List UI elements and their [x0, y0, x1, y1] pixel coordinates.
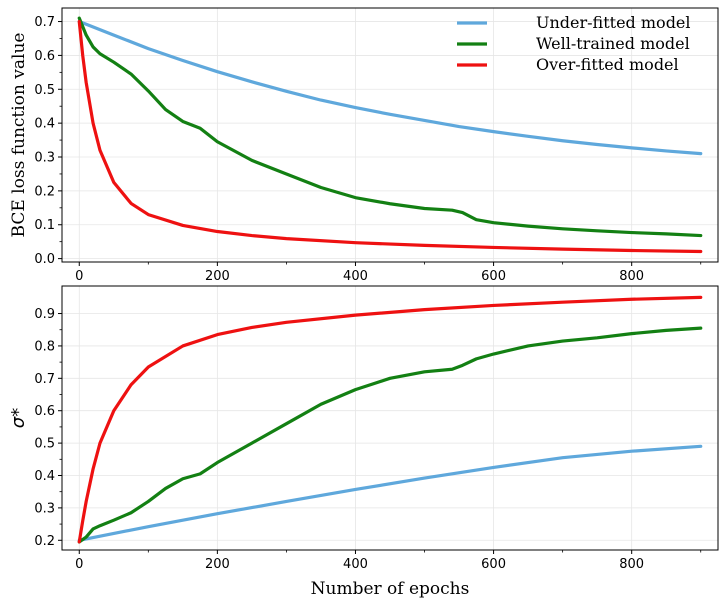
x-axis-label: Number of epochs — [311, 579, 470, 599]
series-line-under-fitted-model — [77, 19, 703, 156]
x-tick-label: 200 — [205, 557, 230, 572]
y-tick-label: 0.8 — [34, 339, 55, 354]
legend-label: Under-fitted model — [536, 13, 691, 32]
x-tick-label: 0 — [75, 269, 83, 284]
y-tick-label: 0.1 — [34, 218, 55, 233]
y-tick-label: 0.6 — [34, 49, 55, 64]
x-tick-label: 800 — [619, 269, 644, 284]
x-tick-label: 400 — [343, 557, 368, 572]
y-tick-label: 0.6 — [34, 404, 55, 419]
plot-area — [62, 286, 718, 550]
y-tick-label: 0.0 — [34, 252, 55, 267]
legend-label: Well-trained model — [536, 34, 690, 53]
series-line-under-fitted-model — [77, 444, 703, 542]
sigma-panel: 0 200 400 600 800 0.2 0.3 0.4 0.5 0.6 0.7 0.8 0.9 σ* N… — [8, 285, 719, 599]
y-tick-label: 0.3 — [34, 151, 55, 166]
x-tick-label: 200 — [205, 269, 230, 284]
legend-label: Over-fitted model — [536, 55, 679, 74]
y-tick-label: 0.2 — [34, 534, 55, 549]
axes-frame — [61, 7, 719, 263]
y-tick-label: 0.4 — [34, 469, 55, 484]
x-tick-label: 600 — [481, 269, 506, 284]
y-axis-label: BCE loss function value — [9, 33, 29, 238]
y-tick-label: 0.5 — [34, 437, 55, 452]
series-line-well-trained-model — [77, 16, 703, 238]
y-tick-label: 0.4 — [34, 117, 55, 132]
x-tick-label: 800 — [619, 557, 644, 572]
series-line-over-fitted-model — [77, 19, 703, 254]
x-tick-label: 600 — [481, 557, 506, 572]
axes-frame — [61, 285, 719, 551]
y-tick-label: 0.7 — [34, 15, 55, 30]
y-tick-label: 0.7 — [34, 372, 55, 387]
y-tick-label: 0.9 — [34, 307, 55, 322]
x-tick-label: 400 — [343, 269, 368, 284]
y-axis-label: σ* — [8, 408, 29, 428]
plot-area — [62, 8, 718, 262]
y-tick-label: 0.2 — [34, 184, 55, 199]
x-tick-label: 0 — [75, 557, 83, 572]
y-tick-label: 0.5 — [34, 83, 55, 98]
series-line-well-trained-model — [77, 326, 703, 544]
y-tick-label: 0.3 — [34, 501, 55, 516]
loss-panel: 0 200 400 600 800 0.0 0.1 0.2 0.3 0.4 0.5 0.6 0.7 BCE… — [9, 7, 719, 284]
series-line-over-fitted-model — [77, 295, 703, 544]
